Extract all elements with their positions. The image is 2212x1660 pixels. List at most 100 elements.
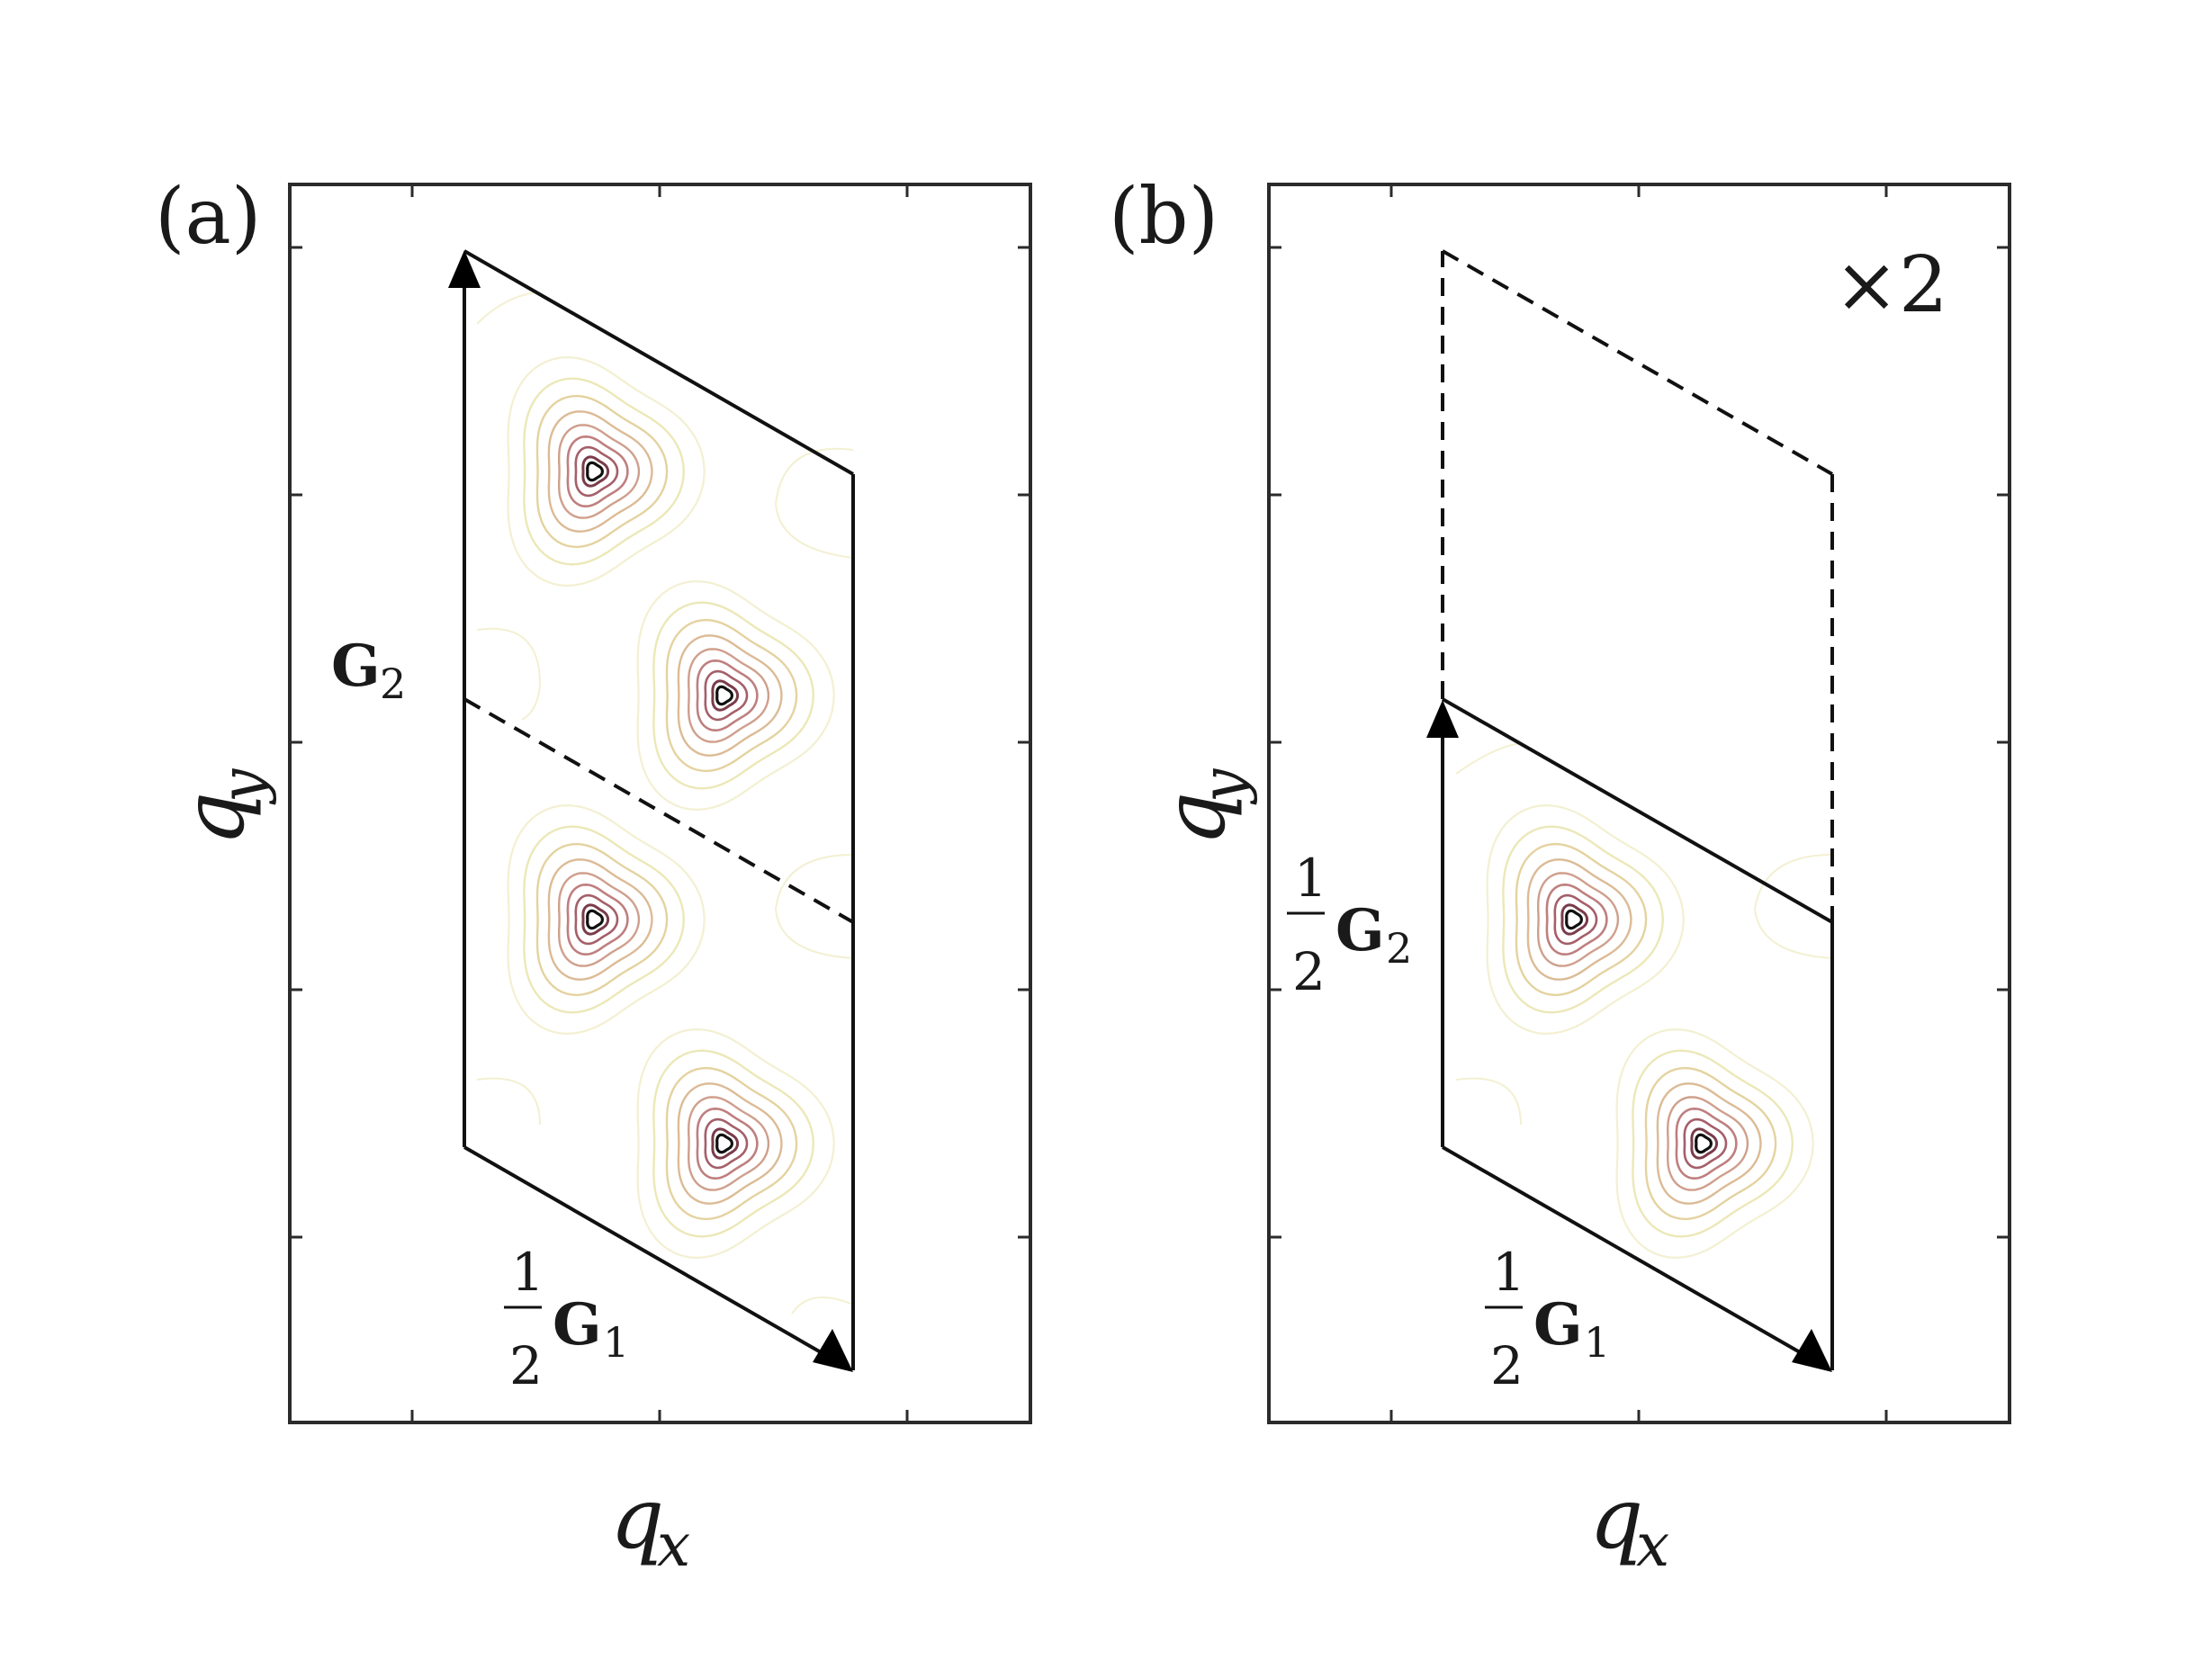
- contour-line: [636, 579, 835, 812]
- contour-line: [711, 1127, 740, 1160]
- contour-line: [636, 1027, 835, 1260]
- contour-line: [711, 679, 740, 712]
- svg-text:q: q: [1589, 1470, 1643, 1568]
- contour-line: [1615, 1027, 1814, 1260]
- contour-line: [547, 410, 653, 533]
- contour-line: [677, 634, 783, 757]
- svg-text:x: x: [657, 1511, 690, 1580]
- contour-line: [704, 669, 749, 722]
- tick-marks: [290, 184, 1030, 1422]
- contour-line: [1560, 903, 1589, 936]
- x-axis-label: q x: [610, 1470, 690, 1580]
- svg-text:1: 1: [511, 1242, 544, 1303]
- contour-line: [574, 893, 619, 946]
- svg-text:1: 1: [1492, 1242, 1525, 1303]
- contour-line: [665, 618, 798, 773]
- arrowhead-g2: [448, 250, 481, 288]
- contour-line: [1537, 872, 1620, 967]
- contour-line: [688, 648, 770, 743]
- svg-text:y: y: [1189, 768, 1258, 805]
- contour-line: [1526, 858, 1632, 981]
- vector-label-half-g1: 1 2 G 1: [1485, 1242, 1610, 1396]
- contour-line: [791, 1297, 854, 1315]
- svg-text:2: 2: [509, 1335, 543, 1396]
- contour-line: [774, 447, 854, 559]
- y-axis-label: q y: [166, 768, 277, 846]
- contour-line: [476, 627, 542, 721]
- contour-line: [566, 883, 629, 956]
- svg-text:y: y: [208, 768, 277, 805]
- svg-text:2: 2: [1490, 1335, 1524, 1396]
- svg-text:2: 2: [380, 660, 406, 708]
- contour-line: [1502, 825, 1665, 1014]
- contour-line: [715, 685, 734, 706]
- contour-line: [535, 842, 669, 997]
- contour-line: [547, 858, 653, 981]
- contour-line: [581, 903, 610, 936]
- contour-line: [558, 872, 641, 967]
- contour-line: [1753, 854, 1833, 959]
- contour-line: [696, 1107, 759, 1180]
- svg-text:1: 1: [1584, 1318, 1610, 1367]
- reduced-zone-outline: [1441, 697, 1834, 1370]
- svg-text:G: G: [1335, 897, 1385, 965]
- svg-text:q: q: [166, 792, 264, 846]
- contour-line: [704, 1117, 749, 1170]
- contour-line: [476, 292, 536, 325]
- contour-line: [774, 854, 854, 959]
- contour-line: [652, 1049, 815, 1238]
- contour-plot: [1455, 742, 1833, 1260]
- arrowhead-g1: [1792, 1329, 1832, 1372]
- svg-text:1: 1: [603, 1318, 629, 1367]
- contour-line: [1656, 1082, 1762, 1205]
- contour-line: [581, 455, 610, 488]
- contour-line: [715, 1133, 734, 1154]
- contour-line: [1644, 1066, 1777, 1221]
- vector-label-half-g2: 1 2 G 2: [1287, 848, 1412, 1002]
- contour-line: [476, 1077, 541, 1126]
- contour-line: [1695, 1133, 1713, 1154]
- extended-zone-dashed-outline: [1441, 249, 1834, 922]
- panel-label: (b): [1109, 172, 1218, 262]
- x-axis-label: q x: [1589, 1470, 1669, 1580]
- contour-line: [586, 461, 605, 482]
- vector-label-half-g1: 1 2 G 1: [504, 1242, 629, 1396]
- axes-frame: [1267, 183, 2011, 1424]
- contour-line: [523, 825, 686, 1014]
- contour-line: [1553, 893, 1598, 946]
- svg-text:G: G: [1533, 1291, 1583, 1359]
- svg-text:2: 2: [1386, 924, 1412, 973]
- contour-plot: [476, 292, 854, 1315]
- contour-line: [665, 1066, 798, 1221]
- arrowhead-half-g2: [1426, 700, 1459, 738]
- contour-line: [677, 1082, 783, 1205]
- contour-line: [1545, 883, 1608, 956]
- contour-line: [586, 909, 605, 930]
- svg-text:G: G: [553, 1291, 602, 1359]
- contour-line: [688, 1096, 770, 1191]
- contour-line: [1515, 842, 1648, 997]
- multiplier-label: ×2: [1834, 240, 1948, 330]
- contour-line: [558, 424, 641, 519]
- contour-line: [1455, 1077, 1522, 1126]
- contour-line: [523, 377, 686, 566]
- svg-text:2: 2: [1292, 941, 1326, 1002]
- contour-line: [574, 445, 619, 498]
- svg-text:G: G: [331, 633, 381, 700]
- zone-split-dashed-line: [463, 697, 854, 924]
- axes-frame: [288, 183, 1032, 1424]
- contour-line: [507, 355, 706, 588]
- contour-line: [535, 394, 669, 549]
- contour-line: [507, 803, 706, 1036]
- contour-line: [1675, 1107, 1738, 1180]
- arrowhead-g1: [813, 1329, 853, 1372]
- contour-line: [1486, 803, 1685, 1036]
- contour-line: [1683, 1117, 1728, 1170]
- contour-line: [1667, 1096, 1749, 1191]
- contour-line: [652, 601, 815, 790]
- svg-text:q: q: [1146, 792, 1245, 846]
- contour-line: [1690, 1127, 1719, 1160]
- y-axis-label: q y: [1146, 768, 1258, 846]
- contour-line: [566, 435, 629, 508]
